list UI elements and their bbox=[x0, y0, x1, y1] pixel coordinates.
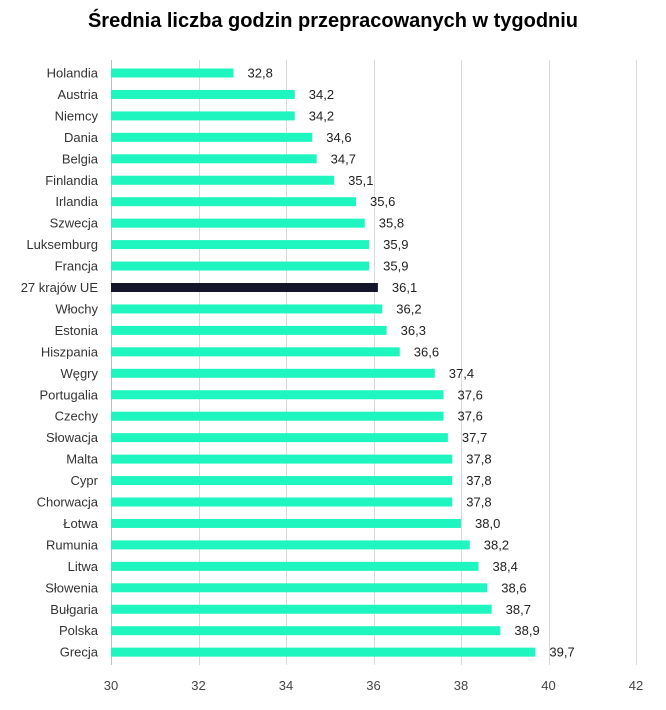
data-label: 36,1 bbox=[392, 280, 417, 295]
bar bbox=[111, 561, 479, 571]
bar bbox=[111, 304, 383, 314]
data-label: 34,2 bbox=[309, 87, 334, 102]
category-label: Finlandia bbox=[45, 173, 99, 188]
category-label: Cypr bbox=[71, 473, 99, 488]
category-label: Holandia bbox=[47, 66, 99, 81]
data-label: 39,7 bbox=[549, 645, 574, 660]
gridlines bbox=[111, 60, 637, 665]
bar bbox=[111, 197, 356, 207]
data-label: 38,4 bbox=[493, 559, 518, 574]
data-label: 37,8 bbox=[466, 473, 491, 488]
data-label: 37,8 bbox=[466, 495, 491, 510]
category-label: Szwecja bbox=[50, 216, 99, 231]
category-label: 27 krajów UE bbox=[21, 280, 99, 295]
bar bbox=[111, 647, 536, 657]
category-label: Włochy bbox=[55, 301, 98, 316]
data-label: 35,9 bbox=[383, 237, 408, 252]
data-label: 37,6 bbox=[458, 409, 483, 424]
bar bbox=[111, 347, 400, 357]
category-label: Słowenia bbox=[45, 580, 99, 595]
category-label: Chorwacja bbox=[37, 495, 99, 510]
data-label: 36,6 bbox=[414, 344, 439, 359]
category-label: Portugalia bbox=[39, 387, 98, 402]
bar bbox=[111, 454, 453, 464]
data-label: 37,8 bbox=[466, 452, 491, 467]
category-label: Luksemburg bbox=[26, 237, 98, 252]
data-label: 35,9 bbox=[383, 259, 408, 274]
bar bbox=[111, 476, 453, 486]
category-label: Grecja bbox=[60, 645, 99, 660]
bar bbox=[111, 411, 444, 421]
category-label: Bułgaria bbox=[50, 602, 98, 617]
data-label: 38,9 bbox=[514, 623, 539, 638]
bar bbox=[111, 175, 335, 185]
x-tick-label: 38 bbox=[454, 678, 468, 693]
x-tick-label: 36 bbox=[366, 678, 380, 693]
category-label: Francja bbox=[55, 259, 99, 274]
data-label: 36,2 bbox=[396, 301, 421, 316]
x-tick-label: 30 bbox=[104, 678, 118, 693]
category-label: Łotwa bbox=[63, 516, 98, 531]
category-label: Irlandia bbox=[55, 194, 98, 209]
bar bbox=[111, 497, 453, 507]
x-tick-label: 32 bbox=[191, 678, 205, 693]
value-labels: 32,8 34,2 34,2 34,6 34,7 35,1 35,6 35,8 35,9 35,9… bbox=[248, 66, 575, 660]
category-label: Polska bbox=[59, 623, 99, 638]
bar bbox=[111, 540, 470, 550]
x-tick-label: 34 bbox=[279, 678, 293, 693]
bar bbox=[111, 583, 488, 593]
x-tick-label: 42 bbox=[629, 678, 643, 693]
data-label: 34,7 bbox=[331, 151, 356, 166]
bar bbox=[111, 368, 435, 378]
data-label: 35,6 bbox=[370, 194, 395, 209]
data-label: 38,2 bbox=[484, 537, 509, 552]
bar bbox=[111, 68, 234, 78]
bar bbox=[111, 218, 365, 228]
bar bbox=[111, 518, 461, 528]
bar bbox=[111, 325, 387, 335]
bars bbox=[111, 68, 536, 657]
data-label: 32,8 bbox=[248, 66, 273, 81]
category-labels: Holandia Austria Niemcy Dania Belgia Finlandi… bbox=[21, 66, 99, 660]
category-label: Hiszpania bbox=[41, 344, 99, 359]
bar bbox=[111, 240, 370, 250]
bar bbox=[111, 154, 317, 164]
data-label: 38,7 bbox=[506, 602, 531, 617]
data-label: 36,3 bbox=[401, 323, 426, 338]
data-label: 35,1 bbox=[348, 173, 373, 188]
category-label: Węgry bbox=[60, 366, 98, 381]
bar bbox=[111, 283, 378, 292]
category-label: Malta bbox=[66, 452, 99, 467]
chart-title: Średnia liczba godzin przepracowanych w … bbox=[87, 10, 579, 32]
x-axis-tick-labels: 30 32 34 36 38 40 42 bbox=[104, 678, 643, 693]
bar bbox=[111, 111, 295, 121]
category-label: Czechy bbox=[55, 409, 99, 424]
data-label: 37,4 bbox=[449, 366, 474, 381]
category-label: Dania bbox=[64, 130, 99, 145]
bar bbox=[111, 132, 313, 142]
data-label: 34,2 bbox=[309, 108, 334, 123]
data-label: 34,6 bbox=[326, 130, 351, 145]
category-label: Austria bbox=[58, 87, 99, 102]
data-label: 38,6 bbox=[501, 580, 526, 595]
category-label: Niemcy bbox=[55, 108, 99, 123]
bar bbox=[111, 390, 444, 400]
category-label: Litwa bbox=[68, 559, 99, 574]
category-label: Słowacja bbox=[46, 430, 99, 445]
bar bbox=[111, 261, 370, 271]
data-label: 38,0 bbox=[475, 516, 500, 531]
bar bbox=[111, 604, 492, 614]
bar bbox=[111, 626, 501, 636]
bar bbox=[111, 433, 448, 443]
category-label: Belgia bbox=[62, 151, 99, 166]
category-label: Estonia bbox=[55, 323, 99, 338]
data-label: 37,6 bbox=[458, 387, 483, 402]
category-label: Rumunia bbox=[46, 537, 99, 552]
data-label: 37,7 bbox=[462, 430, 487, 445]
bar bbox=[111, 89, 295, 99]
data-label: 35,8 bbox=[379, 216, 404, 231]
x-tick-label: 40 bbox=[541, 678, 555, 693]
